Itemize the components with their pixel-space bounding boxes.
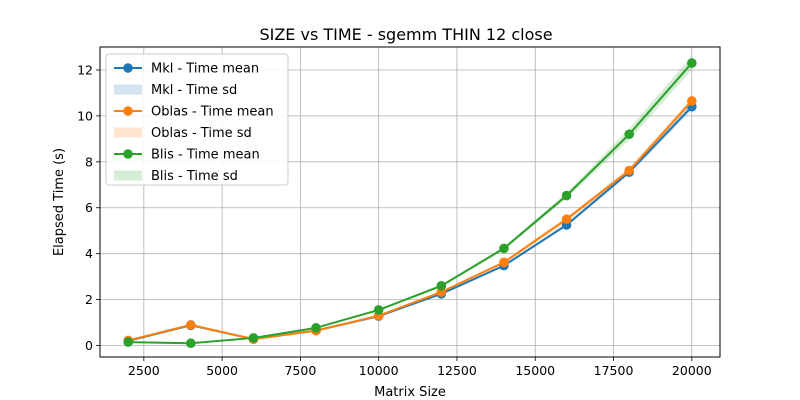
- x-tick-label: 12500: [437, 363, 477, 378]
- blis-legend-sd-label: Blis - Time sd: [151, 169, 238, 184]
- y-axis-ticks: 0 2 4 6 8 10 12: [77, 62, 100, 353]
- blis-data-point: [687, 58, 697, 68]
- mkl-legend-sd-label: Mkl - Time sd: [151, 83, 237, 98]
- x-tick-label: 7500: [284, 363, 316, 378]
- y-tick-label: 12: [77, 62, 93, 77]
- oblas-data-point: [624, 165, 634, 176]
- mkl-legend-mean-label: Mkl - Time mean: [151, 62, 259, 77]
- oblas-legend-marker: [123, 106, 133, 116]
- oblas-legend-mean-label: Oblas - Time mean: [151, 105, 274, 120]
- legend-box: [105, 53, 289, 186]
- x-tick-label: 2500: [128, 363, 160, 378]
- blis-legend-sd-swatch: [114, 170, 142, 181]
- oblas-data-point: [561, 214, 572, 225]
- blis-data-point: [499, 243, 509, 254]
- oblas-data-point: [687, 96, 697, 106]
- y-tick-label: 8: [85, 154, 93, 169]
- blis-data-point: [436, 281, 447, 291]
- blis-legend-mean-label: Blis - Time mean: [151, 148, 260, 163]
- mkl-legend-marker: [123, 63, 133, 73]
- oblas-data-point: [186, 320, 196, 330]
- x-tick-label: 5000: [206, 363, 238, 378]
- series-lines: [123, 58, 697, 349]
- chart-title: SIZE vs TIME - sgemm THIN 12 close: [259, 25, 552, 44]
- y-tick-label: 6: [85, 200, 93, 215]
- oblas-legend-sd-swatch: [114, 127, 142, 138]
- x-tick-label: 15000: [515, 363, 555, 378]
- plot-frame: [99, 46, 721, 358]
- x-axis-label: Matrix Size: [374, 385, 446, 400]
- blis-mean-line: [128, 62, 693, 345]
- x-tick-label: 10000: [359, 363, 399, 378]
- y-tick-label: 0: [85, 338, 93, 353]
- y-tick-label: 2: [85, 292, 93, 307]
- mkl-legend-sd-swatch: [114, 84, 142, 95]
- y-tick-label: 10: [77, 108, 93, 123]
- blis-data-point: [186, 338, 196, 349]
- blis-data-point: [561, 190, 572, 201]
- x-tick-label: 20000: [672, 363, 712, 378]
- x-tick-label: 17500: [594, 363, 634, 378]
- blis-data-point: [248, 333, 259, 343]
- blis-data-point: [624, 129, 634, 140]
- blis-data-point: [123, 337, 133, 347]
- oblas-data-point: [499, 257, 509, 268]
- oblas-legend-sd-label: Oblas - Time sd: [151, 126, 252, 141]
- blis-data-point: [311, 323, 321, 333]
- blis-legend-marker: [123, 149, 133, 159]
- legend[interactable]: Mkl - Time mean Mkl - Time sd Oblas - Time…: [105, 53, 289, 186]
- x-axis-ticks: 2500 5000 7500 10000 12500 15000 17500 20000: [128, 357, 712, 378]
- oblas-mean-line: [127, 100, 693, 342]
- y-tick-label: 4: [85, 246, 93, 261]
- y-axis-label: Elapsed Time (s): [52, 148, 67, 256]
- blis-data-point: [373, 305, 384, 315]
